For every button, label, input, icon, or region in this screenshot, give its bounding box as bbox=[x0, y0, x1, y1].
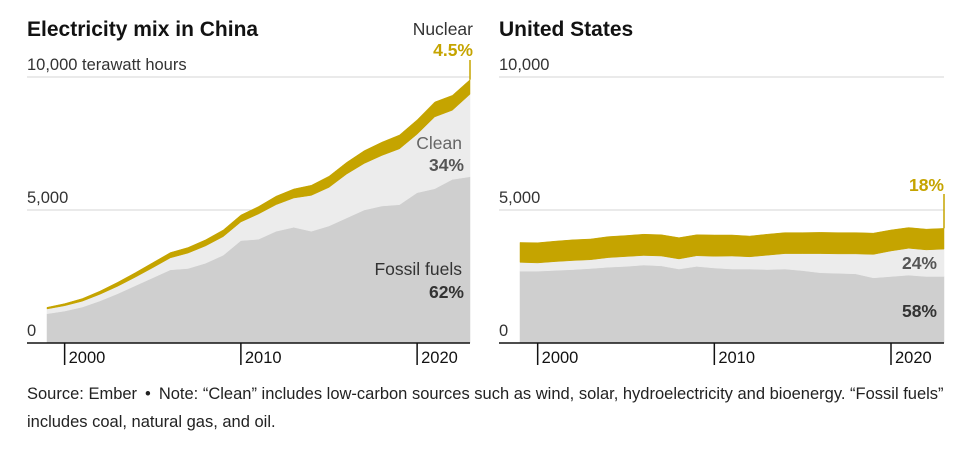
chart-title-china: Electricity mix in China bbox=[27, 18, 258, 41]
series-share-clean-china: 34% bbox=[429, 155, 464, 175]
series-share-clean-us: 24% bbox=[902, 253, 937, 273]
chart-footer: Source: Ember • Note: “Clean” includes low… bbox=[27, 380, 947, 436]
chart-panel-us: United States 0 5,000 10,000 2000 2010 2020 18%… bbox=[499, 18, 945, 367]
x-tick-label-us-2010: 2010 bbox=[718, 349, 755, 367]
y-tick-label-us-10000: 10,000 bbox=[499, 56, 549, 74]
y-tick-label-us-0: 0 bbox=[499, 322, 508, 340]
series-share-nuclear-china: 4.5% bbox=[433, 40, 473, 60]
x-tick-label-us-2020: 2020 bbox=[895, 349, 932, 367]
area-china-nuclear bbox=[46, 79, 471, 310]
y-tick-label-china-5000: 5,000 bbox=[27, 189, 68, 207]
chart-title-us: United States bbox=[499, 18, 633, 41]
note-text: Note: “Clean” includes low-carbon source… bbox=[27, 385, 944, 431]
x-tick-label-china-2020: 2020 bbox=[421, 349, 458, 367]
series-label-nuclear-china: Nuclear bbox=[413, 19, 473, 39]
separator-bullet: • bbox=[145, 385, 151, 403]
y-tick-label-us-5000: 5,000 bbox=[499, 189, 540, 207]
x-tick-label-us-2000: 2000 bbox=[542, 349, 579, 367]
source-text: Source: Ember bbox=[27, 385, 138, 403]
series-share-fossil-china: 62% bbox=[429, 282, 464, 302]
chart-panel-china: Electricity mix in China 0 5,000 10,000 ter… bbox=[27, 18, 473, 367]
area-us-nuclear bbox=[519, 227, 945, 264]
y-tick-label-china-10000: 10,000 terawatt hours bbox=[27, 56, 187, 74]
x-tick-label-china-2010: 2010 bbox=[245, 349, 282, 367]
series-share-nuclear-us: 18% bbox=[909, 175, 944, 195]
series-share-fossil-us: 58% bbox=[902, 301, 937, 321]
series-label-clean-china: Clean bbox=[416, 133, 462, 153]
series-label-fossil-china: Fossil fuels bbox=[374, 259, 462, 279]
y-tick-label-china-0: 0 bbox=[27, 322, 36, 340]
x-tick-label-china-2000: 2000 bbox=[69, 349, 106, 367]
